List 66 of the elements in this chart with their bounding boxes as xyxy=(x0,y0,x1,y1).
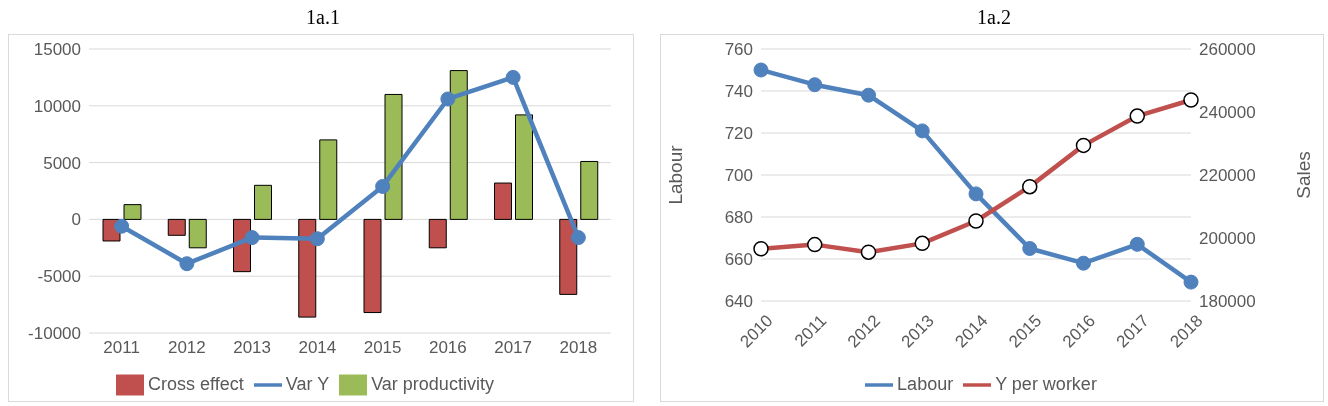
point xyxy=(309,231,325,247)
bar xyxy=(515,114,533,220)
point xyxy=(861,87,876,103)
y2-tick-label: 260000 xyxy=(1199,40,1256,60)
y-tick-label: 15000 xyxy=(33,40,81,60)
legend-label: Var productivity xyxy=(371,373,494,394)
y-axis-title: Labour xyxy=(664,144,686,205)
bar xyxy=(494,182,512,220)
point xyxy=(968,186,984,202)
point xyxy=(914,123,930,139)
point xyxy=(1076,255,1091,271)
point xyxy=(753,62,769,78)
y-tick-label: 760 xyxy=(724,40,753,60)
legend-label: Y per worker xyxy=(995,373,1097,394)
point xyxy=(807,77,823,93)
bar xyxy=(384,93,403,220)
y2-tick-label: 240000 xyxy=(1199,103,1256,123)
legend-label: Var Y xyxy=(285,373,330,394)
y-tick-label: -5000 xyxy=(37,267,81,287)
bar xyxy=(363,218,382,314)
y-tick-label: 10000 xyxy=(33,96,81,116)
point xyxy=(375,178,391,194)
y2-tick-label: 180000 xyxy=(1199,292,1256,312)
bar xyxy=(319,139,338,220)
x-tick-label: 2016 xyxy=(428,338,467,358)
y-tick-label: 640 xyxy=(724,292,753,312)
y-tick-label: -10000 xyxy=(28,324,81,344)
x-tick-label: 2017 xyxy=(494,338,533,358)
y-tick-label: 660 xyxy=(724,250,753,270)
point xyxy=(179,256,195,272)
bar xyxy=(580,160,599,220)
bar xyxy=(559,218,578,295)
point xyxy=(1183,274,1199,290)
y2-tick-label: 220000 xyxy=(1199,166,1256,186)
y-tick-label: 0 xyxy=(71,210,81,230)
legend-label: Labour xyxy=(897,373,954,394)
chart-title: 1a.1 xyxy=(305,5,341,30)
bar xyxy=(428,218,447,249)
bar xyxy=(188,218,207,249)
point xyxy=(505,69,521,85)
point xyxy=(244,230,260,246)
x-tick-label: 2014 xyxy=(298,338,337,358)
x-tick-label: 2011 xyxy=(103,338,140,358)
point xyxy=(440,91,456,107)
bar xyxy=(254,184,272,220)
y-tick-label: 700 xyxy=(724,166,753,186)
point xyxy=(1129,236,1145,252)
y-tick-label: 680 xyxy=(724,208,753,228)
bar xyxy=(167,218,186,236)
x-tick-label: 2018 xyxy=(559,338,598,358)
y-tick-label: 5000 xyxy=(43,153,81,173)
y-tick-label: 720 xyxy=(724,124,753,144)
x-tick-label: 2013 xyxy=(233,338,272,358)
bar xyxy=(449,70,468,220)
point xyxy=(1022,241,1038,256)
bar xyxy=(298,218,317,318)
y2-axis-title: Sales xyxy=(1292,151,1314,199)
y-tick-label: 740 xyxy=(724,82,753,102)
legend-label: Cross effect xyxy=(148,373,244,394)
point xyxy=(114,218,130,234)
y2-tick-label: 200000 xyxy=(1199,229,1256,249)
x-tick-label: 2015 xyxy=(363,338,402,358)
x-tick-label: 2012 xyxy=(167,338,206,358)
bar xyxy=(123,204,142,220)
point xyxy=(570,230,586,246)
chart-title: 1a.2 xyxy=(976,5,1012,30)
